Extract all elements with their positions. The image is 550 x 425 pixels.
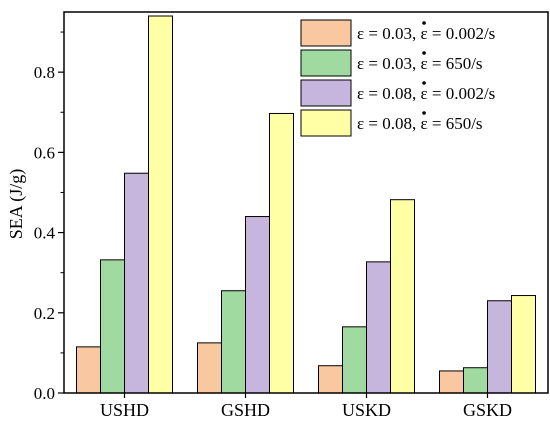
bars-group [76, 15, 536, 394]
y-tick-label: 0.2 [34, 304, 55, 323]
bar-ushd-series-1 [76, 346, 101, 394]
legend-swatch [300, 109, 352, 137]
axes-group: 0.0 0.2 0.4 0.6 0.8 USHD GSHD USKD GSKD [34, 11, 549, 420]
bar-uskd-series-2 [342, 326, 367, 394]
bar-ushd-series-3 [124, 172, 149, 394]
bar-gshd-series-4 [269, 112, 294, 394]
x-category-label: GSHD [221, 400, 270, 420]
legend-swatch [300, 19, 352, 47]
legend-entry-label: ε = 0.03, ε = 650/s [357, 54, 483, 73]
plot-frame [63, 11, 549, 394]
x-category-label: USHD [100, 400, 149, 420]
legend-swatch [300, 79, 352, 107]
bar-gskd-series-2 [463, 367, 488, 394]
rate-dot-mark [422, 21, 426, 25]
bar-gshd-series-1 [197, 342, 222, 394]
legend-entry-label: ε = 0.03, ε = 0.002/s [357, 24, 495, 43]
legend-entry-label: ε = 0.08, ε = 650/s [357, 114, 483, 133]
bar-ushd-series-4 [148, 15, 173, 394]
bar-uskd-series-4 [390, 199, 415, 394]
rate-dot-mark [422, 81, 426, 85]
bar-gskd-series-4 [511, 295, 536, 394]
bar-uskd-series-3 [366, 261, 391, 394]
legend: ε = 0.03, ε = 0.002/s ε = 0.03, ε = 650/s… [300, 19, 495, 137]
y-tick-label: 0.6 [34, 143, 55, 162]
y-tick-label: 0.4 [34, 224, 56, 243]
legend-entry-label: ε = 0.08, ε = 0.002/s [357, 84, 495, 103]
bar-gshd-series-2 [221, 290, 246, 394]
y-axis-label: SEA (J/g) [6, 169, 27, 240]
bar-gskd-series-3 [487, 300, 512, 394]
bar-gshd-series-3 [245, 216, 270, 394]
rate-dot-mark [422, 111, 426, 115]
x-category-label: GSKD [463, 400, 512, 420]
legend-swatch [300, 49, 352, 77]
y-tick-label: 0.8 [34, 63, 55, 82]
x-category-label: USKD [342, 400, 391, 420]
bar-uskd-series-1 [318, 365, 343, 394]
rate-dot-mark [422, 51, 426, 55]
bar-ushd-series-2 [100, 259, 125, 394]
y-tick-label: 0.0 [34, 384, 55, 403]
bar-gskd-series-1 [439, 370, 464, 394]
